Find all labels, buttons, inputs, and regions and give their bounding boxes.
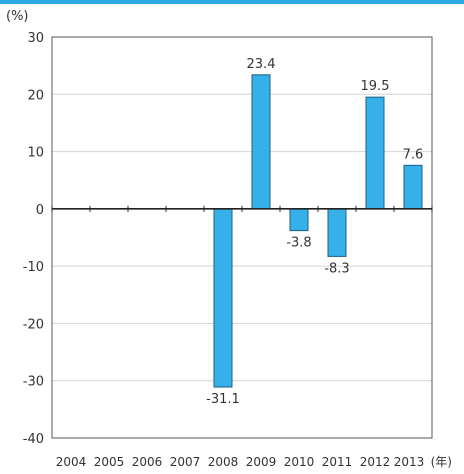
bars — [213, 74, 423, 388]
y-tick-label: 20 — [27, 88, 44, 103]
data-label-2013: 7.6 — [403, 147, 424, 162]
x-tick-label-2005: 2005 — [94, 455, 125, 469]
y-tick-label: 30 — [27, 31, 44, 46]
data-label-2011: -8.3 — [324, 261, 349, 276]
x-tick-label-2010: 2010 — [284, 455, 315, 469]
x-tick-label-2011: 2011 — [322, 455, 353, 469]
data-labels: -31.1 23.4 -3.8 -8.3 19.5 7.6 — [206, 57, 423, 407]
bar-2008 — [213, 208, 233, 388]
x-tick-label-2004: 2004 — [56, 455, 87, 469]
y-tick-label: -20 — [23, 317, 44, 332]
x-tick-labels: 2004 2005 2006 2007 2008 2009 2010 2011 2012 2013… — [56, 455, 452, 469]
y-tick-label: -30 — [23, 375, 44, 390]
data-label-2010: -3.8 — [286, 236, 311, 251]
y-tick-label: 0 — [36, 203, 44, 218]
y-tick-label: 10 — [27, 146, 44, 161]
x-tick-label-2009: 2009 — [246, 455, 277, 469]
data-label-2009: 23.4 — [247, 57, 276, 72]
x-unit-label: (年) — [431, 455, 452, 469]
bar-2009 — [251, 74, 271, 210]
plot-frame — [51, 36, 433, 439]
x-tick-label-2012: 2012 — [360, 455, 391, 469]
data-label-2008: -31.1 — [206, 392, 240, 407]
bar-2013 — [403, 164, 423, 210]
top-rule — [0, 0, 464, 4]
bar-2010 — [289, 208, 309, 232]
x-tick-label-2007: 2007 — [170, 455, 201, 469]
y-tick-label: -40 — [23, 432, 44, 447]
bar-2012 — [365, 96, 385, 210]
x-tick-label-2008: 2008 — [208, 455, 239, 469]
y-unit-label: (%) — [6, 9, 29, 24]
bar-2011 — [327, 208, 347, 257]
x-tick-label-2013: 2013 — [394, 455, 425, 469]
x-tick-label-2006: 2006 — [132, 455, 163, 469]
data-label-2012: 19.5 — [361, 79, 390, 94]
y-tick-labels: 30 20 10 0 -10 -20 -30 -40 — [23, 31, 44, 447]
y-tick-label: -10 — [23, 260, 44, 275]
axes — [51, 36, 433, 439]
